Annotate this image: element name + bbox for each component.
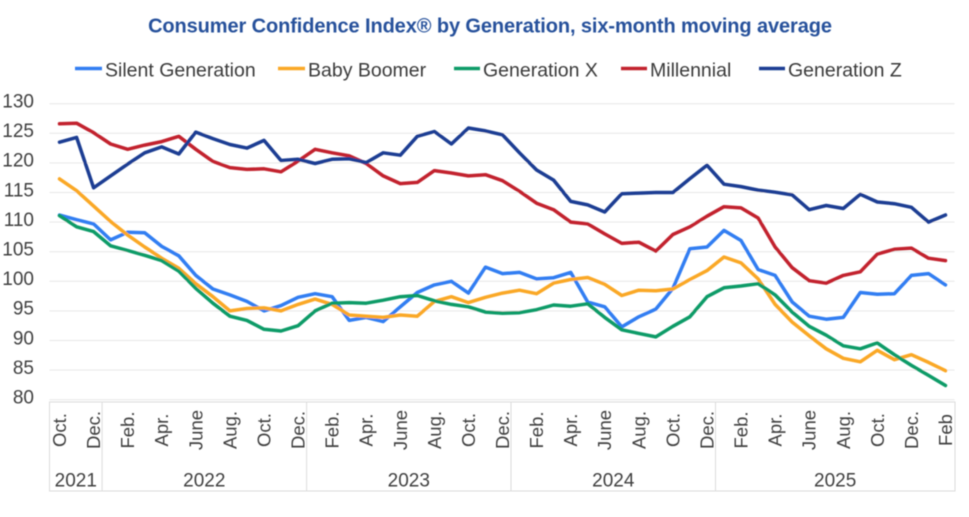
svg-text:June: June (594, 410, 615, 450)
svg-text:Dec.: Dec. (288, 411, 309, 449)
svg-text:Feb.: Feb. (117, 411, 138, 448)
svg-text:85: 85 (13, 358, 34, 379)
svg-text:June: June (799, 410, 820, 450)
svg-text:Dec.: Dec. (697, 411, 718, 449)
svg-text:Dec.: Dec. (83, 411, 104, 449)
svg-text:Apr.: Apr. (765, 414, 786, 447)
svg-text:Consumer Confidence Index® by: Consumer Confidence Index® by Generation… (148, 16, 832, 38)
svg-text:Oct.: Oct. (49, 413, 70, 447)
svg-text:June: June (390, 410, 411, 450)
svg-text:Silent Generation: Silent Generation (105, 59, 256, 81)
svg-text:120: 120 (2, 151, 34, 172)
svg-text:Feb.: Feb. (322, 411, 343, 448)
svg-text:Apr.: Apr. (356, 414, 377, 447)
svg-text:110: 110 (4, 210, 34, 231)
svg-text:Apr.: Apr. (151, 414, 172, 447)
svg-text:100: 100 (2, 269, 34, 290)
svg-text:Apr.: Apr. (560, 414, 581, 447)
svg-text:2023: 2023 (388, 471, 430, 492)
svg-text:June: June (185, 410, 206, 450)
svg-text:115: 115 (4, 180, 34, 201)
svg-text:Generation X: Generation X (483, 59, 598, 81)
svg-text:125: 125 (2, 121, 34, 142)
svg-text:Aug.: Aug. (219, 411, 240, 449)
svg-text:Oct.: Oct. (867, 413, 888, 447)
svg-text:2021: 2021 (55, 471, 97, 492)
svg-text:Feb: Feb (935, 414, 956, 446)
svg-text:2022: 2022 (183, 471, 225, 492)
svg-text:Dec.: Dec. (492, 411, 513, 449)
svg-text:80: 80 (13, 388, 34, 409)
svg-text:Dec.: Dec. (901, 411, 922, 449)
svg-text:Oct.: Oct. (254, 413, 275, 447)
svg-text:Aug.: Aug. (628, 411, 649, 449)
svg-text:Oct.: Oct. (458, 413, 479, 447)
svg-text:Oct.: Oct. (662, 413, 683, 447)
svg-text:90: 90 (13, 328, 34, 349)
svg-text:2024: 2024 (592, 471, 635, 492)
svg-text:95: 95 (13, 299, 34, 320)
svg-text:Feb.: Feb. (526, 411, 547, 448)
svg-text:Aug.: Aug. (424, 411, 445, 449)
svg-text:130: 130 (2, 92, 34, 113)
svg-text:Feb.: Feb. (731, 411, 752, 448)
svg-text:2025: 2025 (814, 471, 856, 492)
svg-text:105: 105 (2, 240, 34, 261)
svg-text:Baby Boomer: Baby Boomer (308, 59, 427, 81)
svg-text:Aug.: Aug. (833, 411, 854, 449)
svg-text:Millennial: Millennial (650, 59, 731, 81)
svg-text:Generation Z: Generation Z (788, 59, 902, 81)
